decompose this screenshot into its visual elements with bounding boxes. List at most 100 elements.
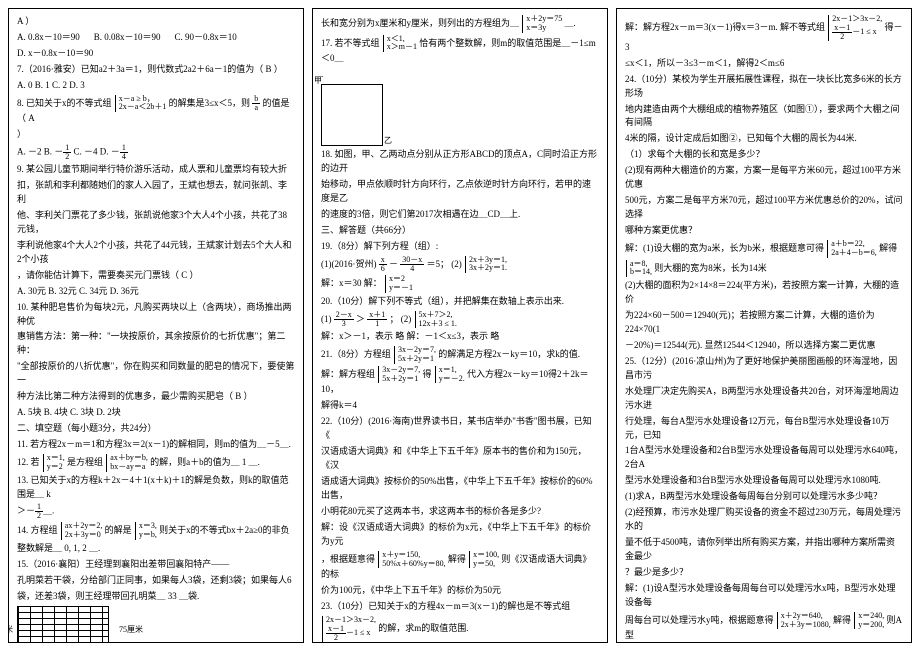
denominator: 3 bbox=[334, 320, 354, 328]
text: ； (2) bbox=[390, 314, 412, 324]
text: 1台A型污水处理设备和2台B型污水处理设备每周可以处理污水640吨，2台A bbox=[625, 444, 903, 472]
q7: 7.（2016·雅安）已知a2＋3a＝1，则代数式2a2＋6a－1的值为（ B … bbox=[17, 63, 295, 77]
text: 则大棚的宽为8米，长为14米 bbox=[654, 262, 767, 272]
text: 的解集是3≤x＜5，则 bbox=[169, 98, 250, 108]
text: 袋，还差3袋，则王经理带回孔明菜＿ 33 ＿袋. bbox=[17, 590, 295, 604]
q20-sol: 解：x＞－1，表示 略 解：－1＜x≤3，表示 略 bbox=[321, 330, 599, 344]
text: 17. 若不等式组 bbox=[321, 37, 380, 47]
q22-sol: 解：设《汉语成语大词典》的标价为x元，《中华上下五千年》的标价为y元 bbox=[321, 521, 599, 549]
q9: 9. 某公园儿童节期间举行特价游乐活动，成人票和儿童票均有较大折 bbox=[17, 163, 295, 177]
eq: x＝100, bbox=[473, 550, 499, 559]
options-row: A. 0.8x－10＝90 B. 0.08x－10＝90 C. 90－0.8x＝… bbox=[17, 31, 295, 45]
brace-system: x＝1,y＝－2. bbox=[435, 366, 465, 384]
brace-system: x＝100,y＝50, bbox=[469, 551, 499, 569]
fraction: 14 bbox=[120, 144, 128, 161]
brace-system: x＝1,y＝2 bbox=[43, 454, 65, 472]
label-yi: 乙 bbox=[384, 135, 392, 147]
text: 解：(1)设大棚的宽为a米，长为b米，根据题意可得 bbox=[625, 243, 824, 253]
eq: 2x－1＞3x－2, bbox=[326, 615, 376, 624]
text: 周每台可以处理污水y吨，根据题意得 bbox=[625, 615, 774, 625]
label-jia: 甲 bbox=[314, 75, 322, 87]
text: 汉语成语大词典》和《中华上下五千年》原本书的售价和为150元，《汉 bbox=[321, 445, 599, 473]
brace-system: x－a ≥ b， 2x－a＜2b＋1 bbox=[115, 95, 167, 113]
brace-system: a＝8,b＝14, bbox=[626, 260, 652, 278]
label-x: x厘米 bbox=[8, 624, 13, 636]
q17: 17. 若不等式组 x＜1,x＞m－1 恰有两个整数解，则m的取值范围是＿－1≤… bbox=[321, 35, 599, 67]
eq: y＝2 bbox=[47, 462, 63, 471]
hatch-pattern bbox=[17, 606, 109, 643]
section-3: 三、解答题（共66分） bbox=[321, 224, 599, 238]
eq: b＝14, bbox=[630, 267, 652, 276]
denominator: 4 bbox=[120, 153, 128, 161]
eq: ax＋by＝b, bbox=[110, 453, 148, 462]
brace-system: 2x－1＞3x－2, x－12－1 ≤ x bbox=[828, 15, 882, 41]
q20-parts: (1) 2－x3 ＞ x＋11 ； (2) 5x＋7＞2,12x＋3 ≤ 1. bbox=[321, 311, 599, 329]
eq: a＋b＝22, bbox=[831, 239, 865, 248]
q15: 15.（2016·襄阳）王经理到襄阳出差带回襄阳特产—— bbox=[17, 558, 295, 572]
eq: 5x＋7＞2, bbox=[419, 310, 453, 319]
eq: x－12－1 ≤ x bbox=[832, 27, 876, 36]
square-diagram: 甲 乙 bbox=[321, 84, 383, 146]
eq: x＋2y＝75 bbox=[526, 14, 562, 23]
eq: 5x＋2y＝1 bbox=[382, 374, 418, 383]
brace-system: x＝240,y＝200, bbox=[854, 612, 884, 630]
text: 解得 bbox=[833, 615, 851, 625]
q22: 22.（10分）(2016·海南)世界读书日，某书店举办"书香"图书展，已知《 bbox=[321, 415, 599, 443]
brace-system: x＋2y＝75x＝3y bbox=[522, 15, 562, 33]
q8: 8. 已知关于x的不等式组 x－a ≥ b， 2x－a＜2b＋1 的解集是3≤x… bbox=[17, 95, 295, 127]
eq: 2x－1＞3x－2, bbox=[832, 14, 882, 23]
text: 哪种方案更优惠？ bbox=[625, 224, 903, 238]
text: ） bbox=[17, 128, 295, 142]
column-2: 长和宽分别为x厘米和y厘米，则列出的方程组为＿ x＋2y＝75x＝3y ＿. 1… bbox=[312, 8, 608, 643]
text: 解得k＝4 bbox=[321, 399, 599, 413]
brace-system: 2x＋3y＝1,3x＋2y＝1. bbox=[465, 256, 507, 274]
q9-opts: A. 30元 B. 32元 C. 34元 D. 36元 bbox=[17, 285, 295, 299]
eq: x＜1, bbox=[387, 34, 405, 43]
q10-opts: A. 5块 B. 4块 C. 3块 D. 2块 bbox=[17, 406, 295, 420]
text: 扣，张凯和李利都随她们的家人入园了，王斌也想去，就问张凯、李利 bbox=[17, 179, 295, 207]
opt-a: A. 0.8x－10＝90 bbox=[17, 31, 80, 45]
brace-system: x＜1,x＞m－1 bbox=[383, 35, 417, 53]
eq: ax＋2y＝2, bbox=[65, 521, 103, 530]
eq: y＝50, bbox=[473, 559, 495, 568]
text: ＿. bbox=[43, 506, 54, 516]
text: 为224×60－500＝12940(元)；若按照方案二计算，大棚的造价为224×… bbox=[625, 309, 903, 337]
text: a＝8,b＝14, 则大棚的宽为8米，长为14米 bbox=[625, 260, 903, 278]
brace-system: x＝2y＝－1 bbox=[385, 275, 413, 293]
eq: 3x－2y＝7, bbox=[398, 345, 436, 354]
text: 是方程组 bbox=[67, 457, 103, 467]
fraction: 12 bbox=[63, 144, 71, 161]
brace-system: x＝3,y＝b, bbox=[135, 522, 157, 540]
brace-system: 2x－1＞3x－2, x－12－1 ≤ x bbox=[322, 616, 376, 642]
eq: x－12－1 ≤ x bbox=[326, 628, 370, 637]
q11: 11. 若方程2x－m＝1和方程3x＝2(x－1)的解相同，则m的值为＿－5＿. bbox=[17, 438, 295, 452]
eq: bx－ay＝a bbox=[110, 462, 145, 471]
text: 水处理厂决定先购买A，B两型污水处理设备共20台，对环海湿地周边污水进 bbox=[625, 385, 903, 413]
fraction: x－12 bbox=[832, 24, 852, 41]
text: 12. 若 bbox=[17, 457, 40, 467]
eq: 3x－2y＝7, bbox=[382, 365, 420, 374]
eq: 12x＋3 ≤ 1. bbox=[419, 319, 457, 328]
text: －1 ≤ x bbox=[852, 27, 876, 36]
tile-diagram: x厘米 75厘米 y厘米 bbox=[17, 606, 109, 643]
brace-system: x＋y＝150,50%x＋60%y＝80, bbox=[378, 551, 445, 569]
q25-2: (2)经预算，市污水处理厂购买设备的资金不超过230万元，每周处理污水的 bbox=[625, 506, 903, 534]
text: (1) bbox=[321, 314, 332, 324]
q23: 23.（10分）已知关于x的方程4x－m＝3(x－1)的解也是不等式组 bbox=[321, 600, 599, 614]
eq: x＝1, bbox=[47, 453, 65, 462]
text: 8. 已知关于x的不等式组 bbox=[17, 98, 112, 108]
fraction: 30－x4 bbox=[400, 256, 424, 273]
text: "全部按原价的八折优惠"，你在购买和同数量的肥皂的情况下，要使第一 bbox=[17, 360, 295, 388]
label-75: 75厘米 bbox=[119, 624, 143, 636]
eq: 5x＋2y＝1 bbox=[398, 354, 434, 363]
eq: y＝－2. bbox=[439, 374, 465, 383]
text: 语成语大词典》按标价的50%出售，《中华上下五千年》按标价的60%出售， bbox=[321, 475, 599, 503]
text: 4米的隔，设计定成后如图②，已知每个大棚的周长为44米. bbox=[625, 132, 903, 146]
text: ，根据题意得 bbox=[321, 554, 375, 564]
eq: x＋y＝150, bbox=[382, 550, 420, 559]
q25-sol1: 解：(1)设A型污水处理设备每周每台可以处理污水x吨，B型污水处理设备每 bbox=[625, 582, 903, 610]
text: C. －4 D. bbox=[74, 147, 111, 157]
eq: x＝2 bbox=[389, 274, 405, 283]
text: A. －2 B. bbox=[17, 147, 54, 157]
text: 始移动，甲点依顺时针方向环行，乙点依逆时针方向环行，若甲的速度是乙 bbox=[321, 178, 599, 206]
